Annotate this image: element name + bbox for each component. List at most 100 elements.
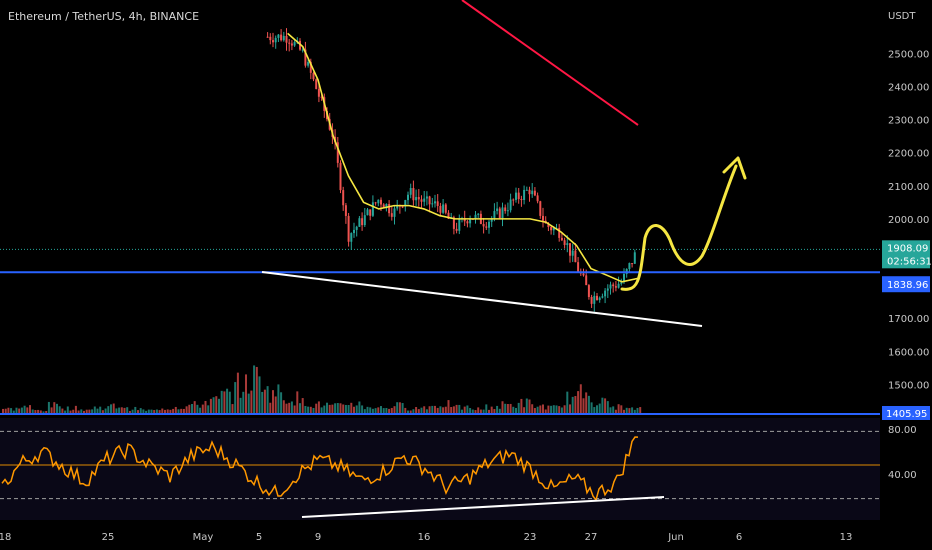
volume-bar (53, 402, 56, 413)
candle-body (315, 79, 318, 89)
volume-bar (539, 405, 542, 413)
candle-body (566, 243, 569, 245)
resistance-line[interactable] (461, 0, 639, 126)
candle-body (339, 162, 342, 191)
volume-bar (299, 403, 301, 413)
volume-bar (617, 404, 620, 413)
candle-body (598, 297, 601, 301)
rsi-trendline[interactable] (301, 496, 665, 518)
candle-body (601, 296, 604, 298)
candle-body (412, 188, 415, 201)
volume-bar (544, 409, 547, 413)
volume-bar (85, 409, 88, 413)
volume-bar (182, 408, 185, 413)
candle-body (582, 273, 585, 276)
candle-body (347, 215, 350, 242)
volume-bar (45, 410, 48, 413)
candle-body (547, 223, 550, 228)
volume-bar (115, 408, 118, 413)
volume-bar (207, 405, 210, 413)
volume-bar (7, 407, 10, 413)
candle-body (614, 286, 617, 288)
volume-bar (417, 409, 420, 413)
volume-bar (512, 406, 515, 413)
volume-bar (131, 409, 134, 413)
rsi-tick-40: 40.00 (888, 470, 917, 481)
candle-body (617, 283, 620, 288)
candle-body (290, 43, 293, 46)
volume-bar (112, 403, 115, 413)
volume-bar (204, 400, 207, 413)
volume-bar (633, 409, 636, 413)
volume-bar (272, 390, 274, 413)
time-tick-5: 5 (256, 532, 262, 543)
volume-bar (137, 410, 139, 413)
volume-bar (80, 409, 83, 413)
candle-body (520, 199, 523, 201)
volume-bar (274, 396, 277, 413)
candle-body (563, 240, 566, 245)
volume-bar (18, 408, 21, 413)
candle-body (531, 190, 534, 195)
volume-bar (380, 406, 382, 413)
volume-bar (155, 409, 158, 413)
volume-bar (290, 401, 293, 413)
candle-body (485, 226, 488, 228)
candle-body (474, 214, 477, 220)
projection-path[interactable] (620, 164, 738, 291)
last-price-tag[interactable]: 1908.09 02:56:31 (882, 240, 932, 269)
volume-bar (320, 407, 323, 413)
candle-body (596, 295, 598, 301)
volume-bar (569, 404, 571, 413)
volume-bar (293, 405, 296, 413)
candle-body (301, 49, 304, 51)
support-price-tag[interactable]: 1838.96 (882, 276, 930, 293)
volume-bar (180, 408, 183, 413)
volume-bar (39, 410, 42, 413)
candle-body (274, 37, 277, 43)
time-axis[interactable]: 18 25 May 5 9 16 23 27 Jun 6 13 (0, 532, 852, 543)
volume-bar (334, 403, 337, 413)
volume-bar (263, 389, 266, 413)
candle-body (388, 203, 391, 214)
candle-body (444, 204, 447, 213)
volume-bar (304, 405, 307, 413)
volume-bar (74, 405, 77, 413)
volume-bar (118, 407, 121, 413)
volume-bar (479, 409, 482, 413)
candle-body (458, 219, 461, 231)
candle-body (366, 209, 369, 216)
volume-line-tag[interactable]: 1405.95 (882, 406, 930, 420)
volume-bar (612, 406, 615, 413)
candle-body (631, 263, 634, 265)
candle-body (490, 218, 493, 222)
support-trendline[interactable] (261, 271, 703, 327)
price-tick-2000: 2000.00 (888, 215, 929, 226)
volume-bar (96, 408, 99, 413)
volume-bar (280, 392, 283, 413)
volume-bar (606, 401, 609, 413)
volume-bar (153, 410, 156, 413)
candle-body (442, 204, 445, 213)
volume-bar (463, 406, 466, 413)
volume-bar (134, 406, 137, 413)
volume-bar (566, 391, 569, 413)
volume-bar (393, 406, 396, 413)
candle-body (380, 199, 382, 205)
time-tick-6: 6 (736, 532, 742, 543)
volume-bar (577, 391, 580, 413)
volume-bar (201, 404, 204, 413)
candle-body (417, 197, 420, 200)
price-tick-1500: 1500.00 (888, 380, 929, 391)
volume-bar (358, 401, 361, 413)
candle-body (560, 237, 563, 241)
volume-bar (590, 402, 593, 413)
volume-bar (425, 409, 428, 413)
projection-arrow-icon (722, 156, 747, 180)
candle-body (463, 218, 466, 222)
volume-bar (582, 398, 585, 413)
rsi-line[interactable] (1, 436, 639, 502)
volume-bar (245, 374, 247, 413)
price-tick-2200: 2200.00 (888, 149, 929, 160)
